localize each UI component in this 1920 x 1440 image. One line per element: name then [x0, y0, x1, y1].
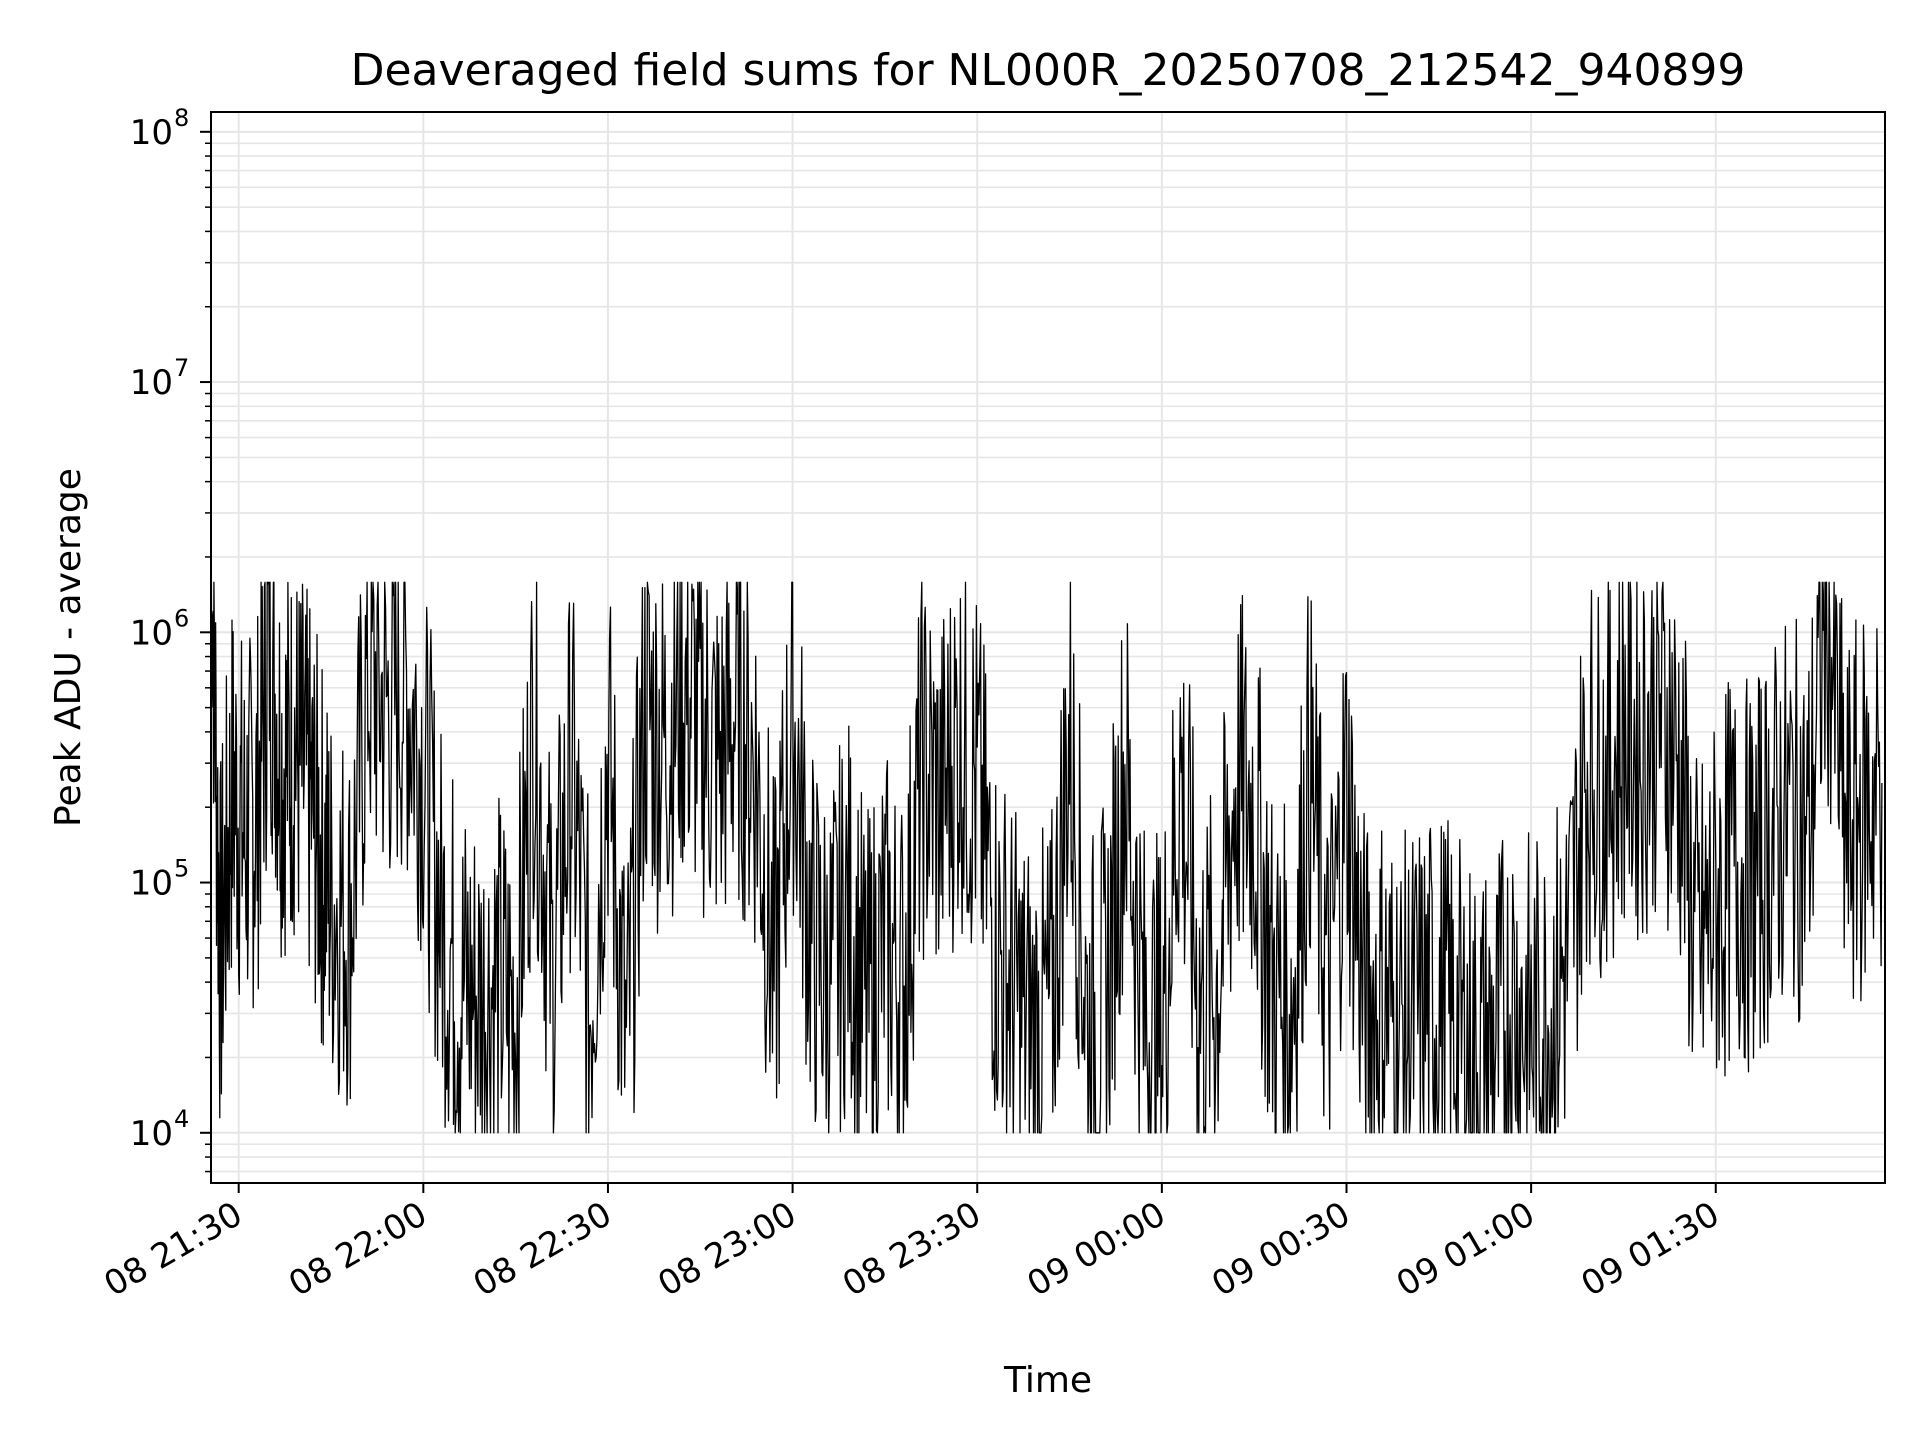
x-tick-label: 08 22:00: [282, 1194, 434, 1305]
y-tick-label: 10: [130, 613, 173, 653]
x-tick-label: 09 00:00: [1021, 1194, 1173, 1305]
y-axis-label: Peak ADU - average: [48, 468, 89, 827]
y-tick-exponent: 7: [174, 354, 189, 382]
y-tick-exponent: 4: [174, 1105, 189, 1133]
x-tick-label: 09 00:30: [1205, 1194, 1357, 1305]
y-tick-exponent: 8: [174, 104, 189, 132]
x-axis: 08 21:30 08 22:00 08 22:30 08 23:00 08 23:30…: [98, 1183, 1727, 1305]
x-tick-label: 09 01:00: [1390, 1194, 1542, 1305]
y-tick-label: 10: [130, 864, 173, 904]
x-tick-label: 08 23:00: [651, 1194, 803, 1305]
y-tick-label: 10: [130, 363, 173, 403]
y-tick-label: 10: [130, 113, 173, 153]
y-tick-exponent: 6: [174, 604, 189, 632]
plot-area: [210, 581, 1883, 1134]
x-tick-label: 09 01:30: [1575, 1194, 1727, 1305]
x-tick-label: 08 22:30: [467, 1194, 619, 1305]
x-axis-label: Time: [1003, 1360, 1092, 1401]
x-tick-label: 08 23:30: [836, 1194, 988, 1305]
plot-frame: [210, 111, 1886, 1184]
y-tick-label: 10: [130, 1114, 173, 1154]
series-line: [210, 581, 1883, 1134]
x-tick-label: 08 21:30: [98, 1194, 250, 1305]
y-tick-exponent: 5: [174, 855, 189, 883]
chart-title: Deaveraged field sums for NL000R_2025070…: [351, 45, 1746, 96]
